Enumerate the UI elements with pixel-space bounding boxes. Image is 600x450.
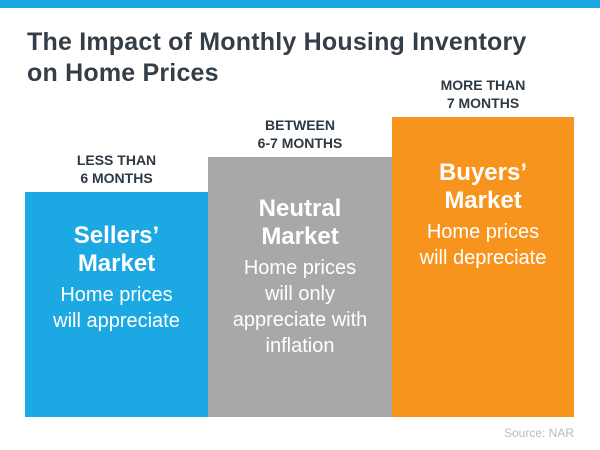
sellers-market-heading: Sellers’ Market xyxy=(73,222,160,277)
neutral-market-bar: Neutral Market Home prices will only app… xyxy=(208,157,392,417)
buyers-market-description: Home prices will depreciate xyxy=(419,221,547,269)
sellers-range-label: LESS THAN 6 MONTHS xyxy=(76,152,157,186)
sellers-market-bar: Sellers’ Market Home prices will appreci… xyxy=(25,192,208,417)
sellers-market-description: Home prices will appreciate xyxy=(53,284,180,332)
buyers-market-heading: Buyers’ Market xyxy=(438,159,528,214)
buyers-range-label: MORE THAN 7 MONTHS xyxy=(440,77,526,111)
neutral-range-label: BETWEEN 6-7 MONTHS xyxy=(257,117,343,151)
source-attribution: Source: NAR xyxy=(503,426,574,440)
top-accent-strip xyxy=(0,0,600,8)
neutral-market-description: Home prices will only appreciate with in… xyxy=(232,257,368,357)
buyers-market-bar: Buyers’ Market Home prices will deprecia… xyxy=(392,117,574,417)
neutral-market-heading: Neutral Market xyxy=(258,195,342,250)
page-title: The Impact of Monthly Housing Inventory … xyxy=(27,28,527,87)
